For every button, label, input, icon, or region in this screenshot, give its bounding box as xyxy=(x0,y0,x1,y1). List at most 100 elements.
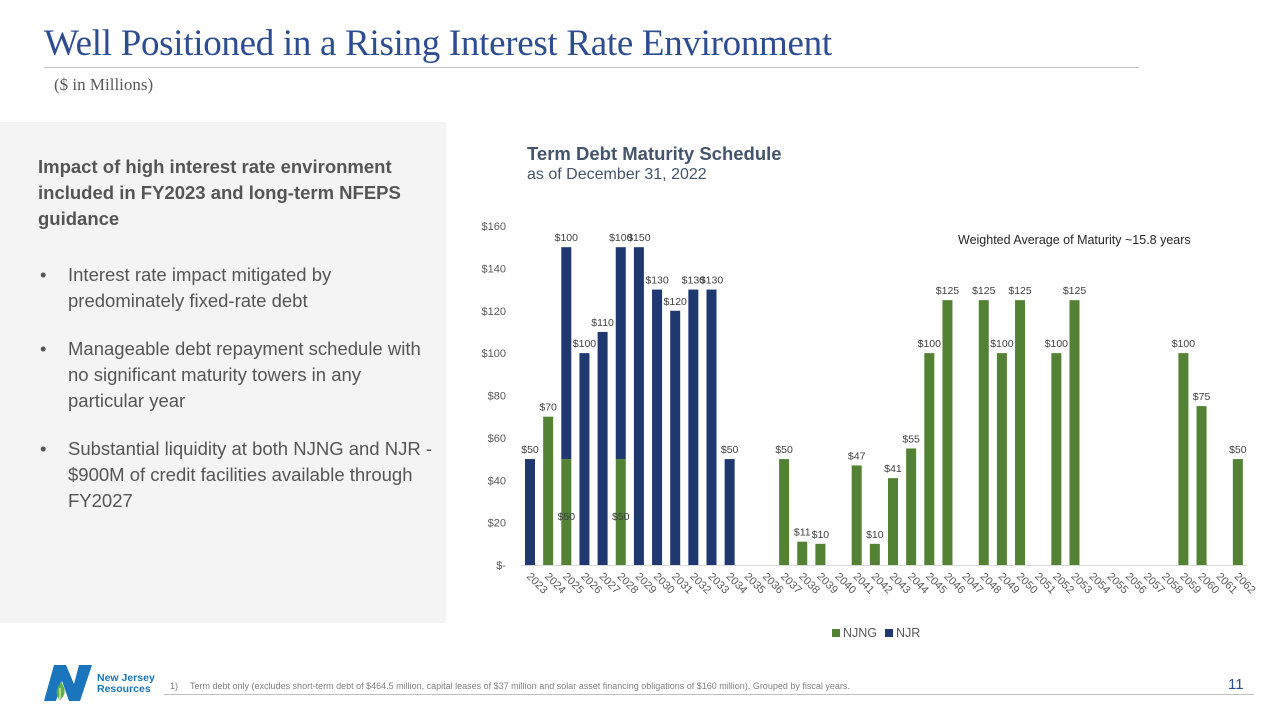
data-label-njr: $130 xyxy=(645,275,669,287)
bar-njng xyxy=(906,448,917,565)
chart-legend: NJNG NJR xyxy=(832,626,928,640)
data-label-njr: $50 xyxy=(721,444,739,456)
bar-njng xyxy=(888,478,898,565)
footnote-number: 1) xyxy=(170,681,179,691)
legend-item-njng: NJNG xyxy=(832,626,877,640)
bullet-text: Interest rate impact mitigated by predom… xyxy=(68,264,332,311)
bar-njng xyxy=(869,543,880,565)
logo-line1: New Jersey xyxy=(97,672,155,684)
bullet-icon: • xyxy=(40,264,47,285)
bar-njr xyxy=(615,247,626,460)
bar-njr xyxy=(652,289,663,565)
bullet-item: • Manageable debt repayment schedule with… xyxy=(38,336,433,414)
y-tick-label: $100 xyxy=(482,348,506,360)
y-tick-label: $40 xyxy=(488,475,506,487)
summary-panel: Impact of high interest rate environment… xyxy=(0,122,446,623)
bullet-item: • Interest rate impact mitigated by predo… xyxy=(38,262,433,314)
chart-subtitle: as of December 31, 2022 xyxy=(527,166,707,183)
chart-annotation: Weighted Average of Maturity ~15.8 years xyxy=(958,233,1191,247)
data-label-njng: $10 xyxy=(812,529,830,541)
bar-njng xyxy=(1051,353,1062,565)
data-label-njng: $125 xyxy=(972,285,996,297)
bar-njng xyxy=(815,543,826,565)
legend-swatch-njng xyxy=(832,629,840,637)
bar-njr xyxy=(597,331,608,565)
bar-njng xyxy=(1178,353,1189,565)
data-label-njng: $50 xyxy=(558,511,576,523)
bullet-text: Manageable debt repayment schedule with … xyxy=(68,338,421,411)
bullet-icon: • xyxy=(40,338,47,359)
y-tick-label: $140 xyxy=(482,263,506,275)
y-tick-label: $160 xyxy=(482,221,506,233)
bullet-icon: • xyxy=(40,438,47,459)
bar-njr xyxy=(525,459,535,565)
bar-njr xyxy=(670,310,681,565)
data-label-njng: $10 xyxy=(866,529,884,541)
data-label-njng: $50 xyxy=(775,444,793,456)
legend-label-njr: NJR xyxy=(896,626,921,640)
bar-njr xyxy=(633,247,644,565)
maturity-bar-chart: $-$20$40$60$80$100$120$140$1602023202420… xyxy=(482,221,1258,596)
bar-njng xyxy=(779,459,790,565)
logo-text: New Jersey Resources xyxy=(97,673,155,695)
data-label-njng: $50 xyxy=(1229,444,1247,456)
bullet-list: • Interest rate impact mitigated by predo… xyxy=(38,262,433,536)
footnote-text: Term debt only (excludes short-term debt… xyxy=(190,681,850,691)
data-label-njng: $55 xyxy=(902,433,920,445)
data-label-njng: $125 xyxy=(1063,285,1087,297)
data-label-njng: $47 xyxy=(848,450,866,462)
bullet-item: • Substantial liquidity at both NJNG and … xyxy=(38,436,433,514)
y-tick-label: $20 xyxy=(488,518,506,530)
y-tick-label: $60 xyxy=(488,433,506,445)
data-label-njng: $100 xyxy=(918,338,942,350)
bar-njng xyxy=(1069,300,1080,565)
data-label-njr: $130 xyxy=(700,275,724,287)
bar-njng xyxy=(561,459,572,565)
data-label-njng: $41 xyxy=(884,463,902,475)
bar-njng xyxy=(996,353,1007,565)
page-title: Well Positioned in a Rising Interest Rat… xyxy=(44,23,832,64)
y-tick-label: $80 xyxy=(488,391,506,403)
panel-heading: Impact of high interest rate environment… xyxy=(38,156,401,229)
bar-njng xyxy=(942,300,953,565)
data-label-njr: $100 xyxy=(609,232,633,244)
data-label-njr: $120 xyxy=(664,296,688,308)
data-label-njng: $100 xyxy=(1045,338,1069,350)
footnote: 1) Term debt only (excludes short-term de… xyxy=(170,681,850,691)
data-label-njng: $100 xyxy=(1172,338,1196,350)
bar-njng xyxy=(1232,459,1243,565)
y-tick-label: $- xyxy=(496,560,506,572)
bar-njng xyxy=(924,353,935,565)
footer-divider xyxy=(164,694,1254,695)
bar-njng xyxy=(543,416,554,565)
data-label-njng: $100 xyxy=(990,338,1014,350)
bar-njng xyxy=(1196,406,1207,565)
bar-njng xyxy=(615,459,626,565)
legend-label-njng: NJNG xyxy=(843,626,878,640)
data-label-njng: $125 xyxy=(936,285,960,297)
bar-njr xyxy=(724,459,735,565)
units-subtitle: ($ in Millions) xyxy=(54,75,154,94)
bar-njng xyxy=(851,465,862,565)
data-label-njr: $50 xyxy=(521,444,539,456)
data-label-njng: $125 xyxy=(1008,285,1032,297)
legend-item-njr: NJR xyxy=(885,626,920,640)
logo-line2: Resources xyxy=(97,683,151,695)
njr-logo-icon xyxy=(44,665,92,701)
bar-njr xyxy=(579,353,590,565)
data-label-njr: $130 xyxy=(682,275,706,287)
bar-njr xyxy=(561,247,572,460)
data-label-njng: $75 xyxy=(1193,391,1211,403)
page-number: 11 xyxy=(1228,676,1244,693)
title-divider xyxy=(44,67,1139,68)
data-label-njr: $110 xyxy=(591,317,614,329)
legend-swatch-njr xyxy=(885,629,894,637)
data-label-njr: $150 xyxy=(627,232,651,244)
data-label-njr: $100 xyxy=(573,338,597,350)
data-label-njng: $50 xyxy=(612,511,630,523)
bar-njr xyxy=(706,289,717,565)
bar-njng xyxy=(978,300,989,565)
bar-njng xyxy=(797,541,808,565)
bar-njr xyxy=(688,289,699,565)
y-tick-label: $120 xyxy=(482,306,506,318)
